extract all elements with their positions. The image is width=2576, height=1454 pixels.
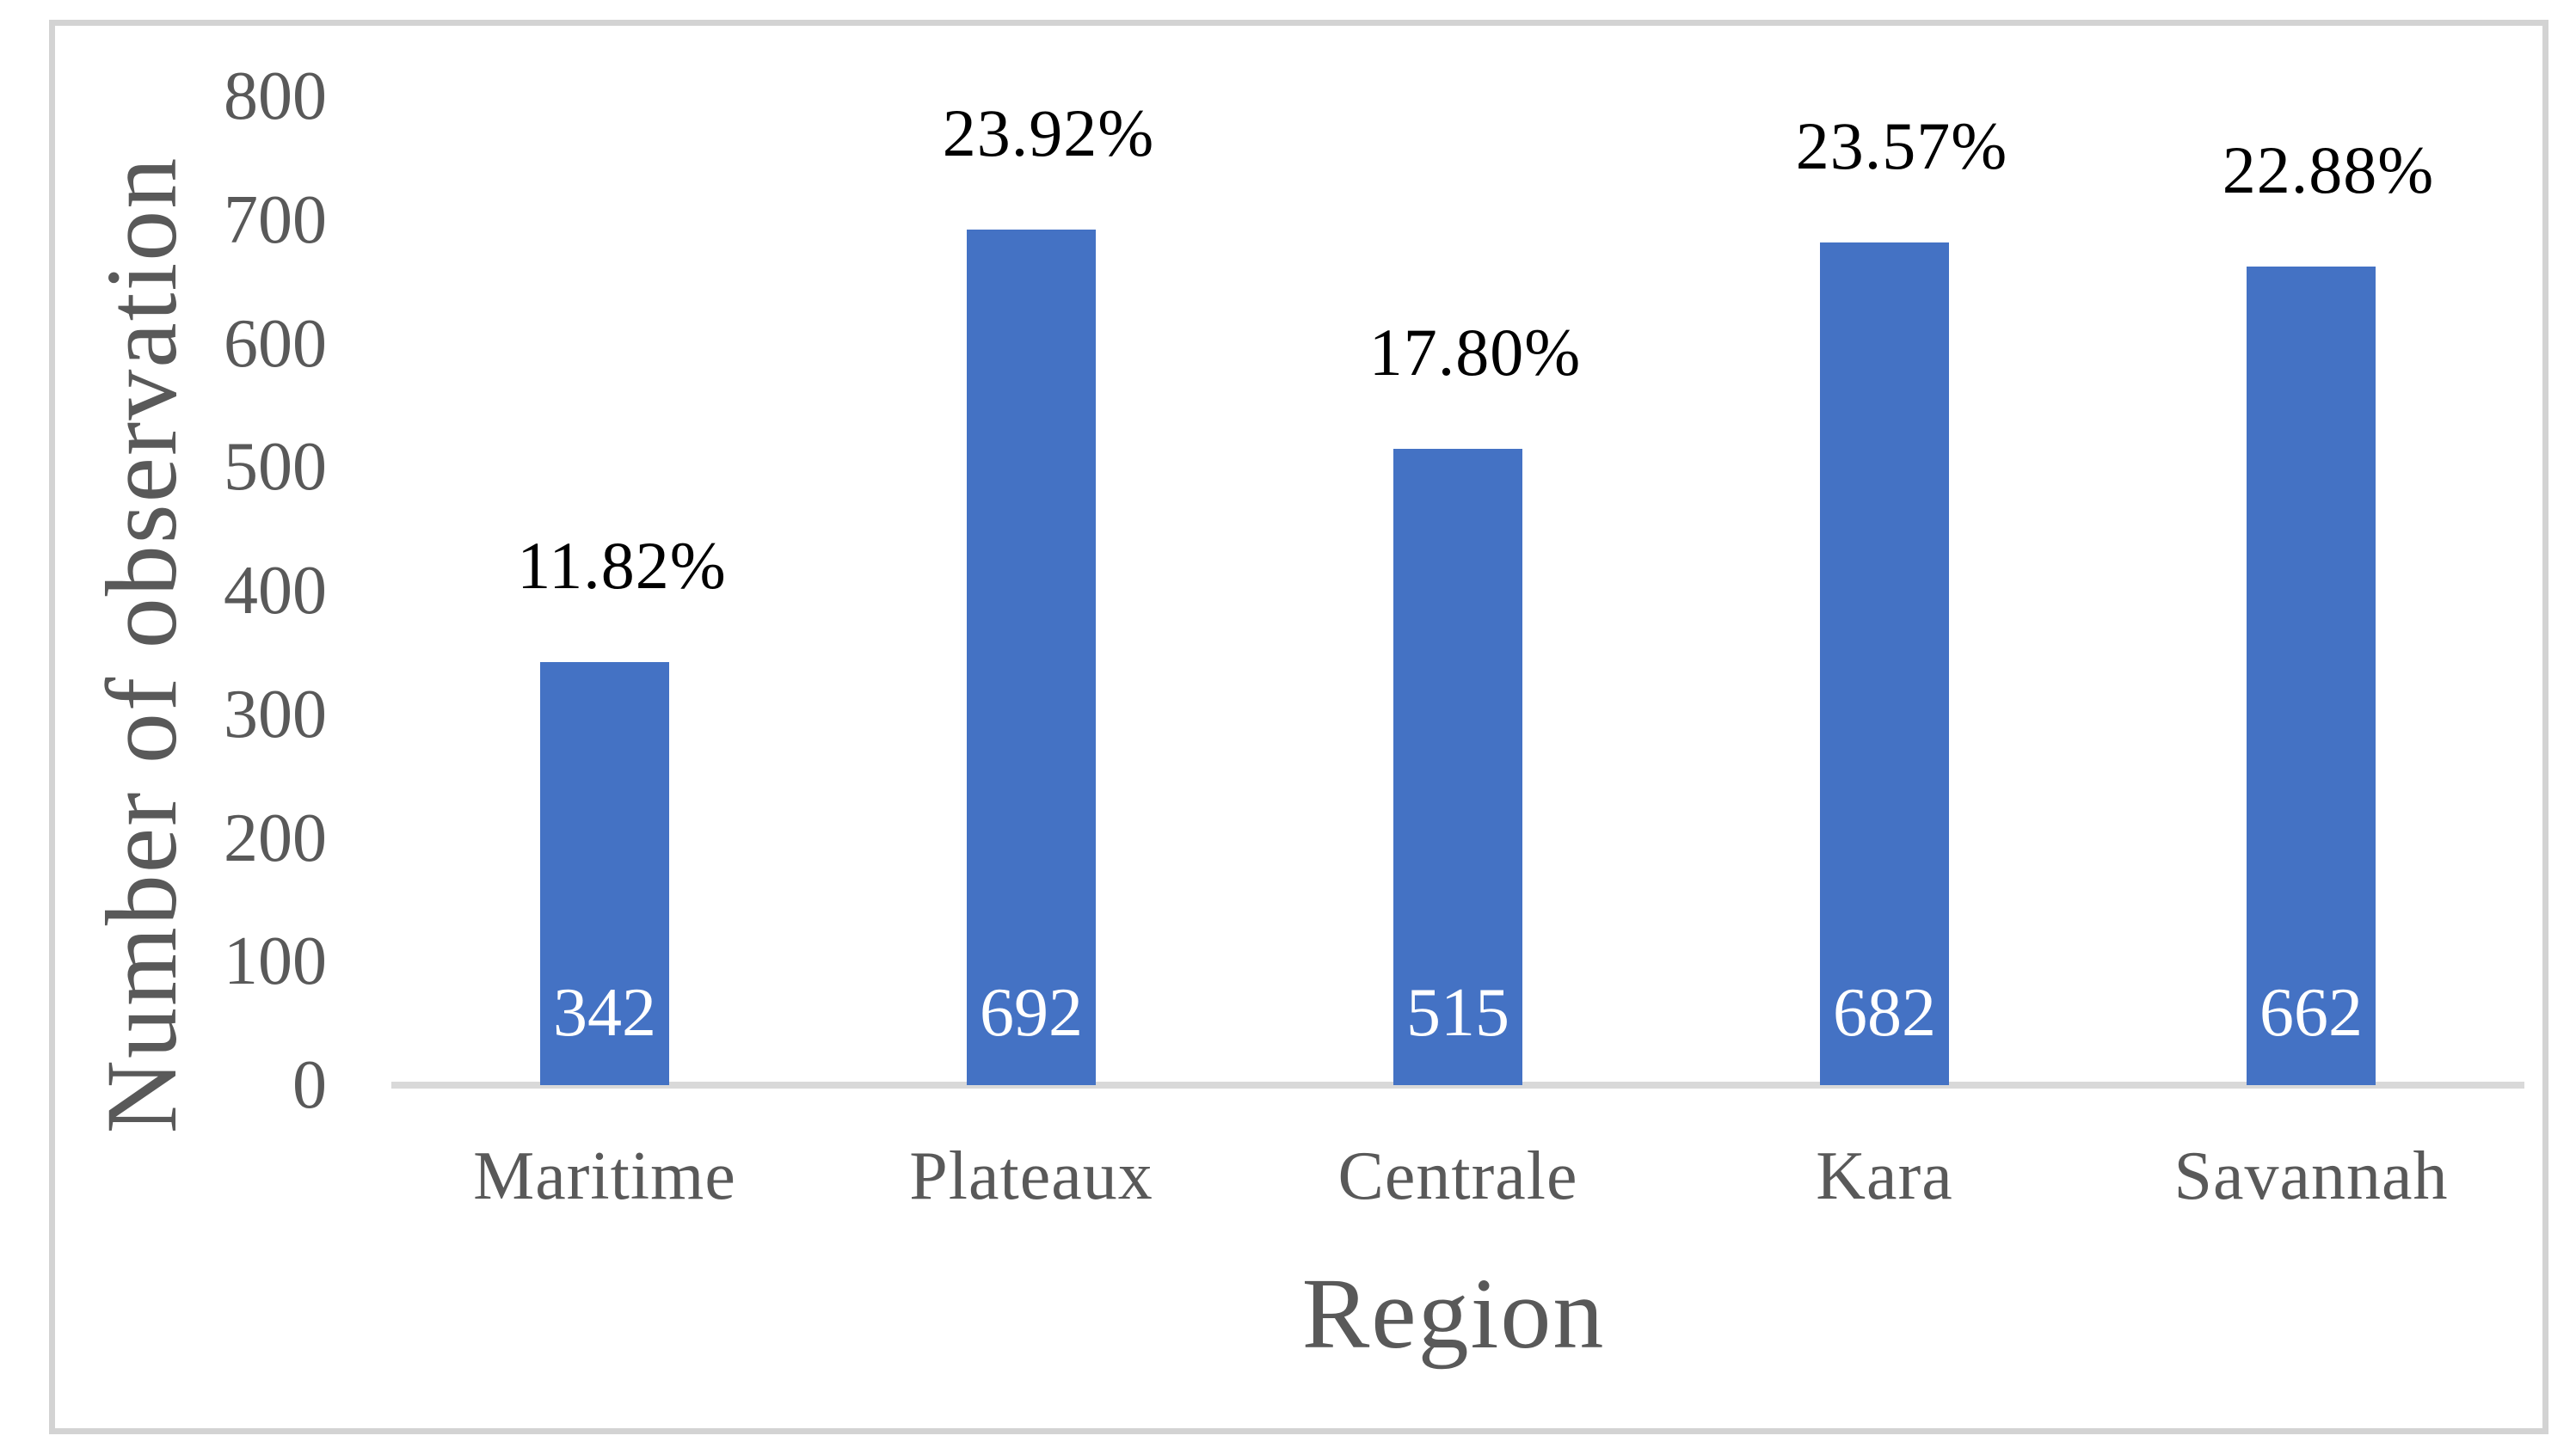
x-axis-title: Region (1301, 1257, 1606, 1370)
bar-value-label: 682 (1833, 975, 1936, 1051)
category-label-centrale: Centrale (1337, 1138, 1578, 1214)
y-tick-label: 500 (224, 429, 327, 506)
figure-border (49, 20, 2548, 1434)
bar-plateaux (967, 230, 1096, 1085)
y-tick-label: 200 (224, 800, 327, 876)
y-tick-label: 300 (224, 676, 327, 752)
bar-maritime (540, 662, 669, 1085)
y-tick-label: 800 (224, 58, 327, 134)
percent-label: 22.88% (2222, 132, 2435, 208)
bar-value-label: 342 (553, 975, 656, 1051)
bar-value-label: 692 (980, 975, 1083, 1051)
y-tick-label: 400 (224, 553, 327, 629)
bar-kara (1820, 242, 1949, 1085)
percent-label: 17.80% (1368, 314, 1582, 390)
bar-centrale (1393, 448, 1522, 1085)
bar-value-label: 515 (1406, 975, 1509, 1051)
y-tick-label: 0 (292, 1047, 327, 1123)
y-tick-label: 100 (224, 923, 327, 1000)
bar-value-label: 662 (2259, 975, 2363, 1051)
category-label-kara: Kara (1816, 1138, 1953, 1214)
bar-savannah (2247, 267, 2376, 1085)
percent-label: 11.82% (517, 528, 727, 604)
y-tick-label: 700 (224, 181, 327, 258)
y-tick-label: 600 (224, 305, 327, 382)
percent-label: 23.57% (1795, 107, 2008, 183)
category-label-maritime: Maritime (473, 1138, 736, 1214)
x-axis-line (391, 1082, 2524, 1089)
category-label-savannah: Savannah (2173, 1138, 2449, 1214)
category-label-plateaux: Plateaux (909, 1138, 1153, 1214)
percent-label: 23.92% (942, 95, 1155, 171)
